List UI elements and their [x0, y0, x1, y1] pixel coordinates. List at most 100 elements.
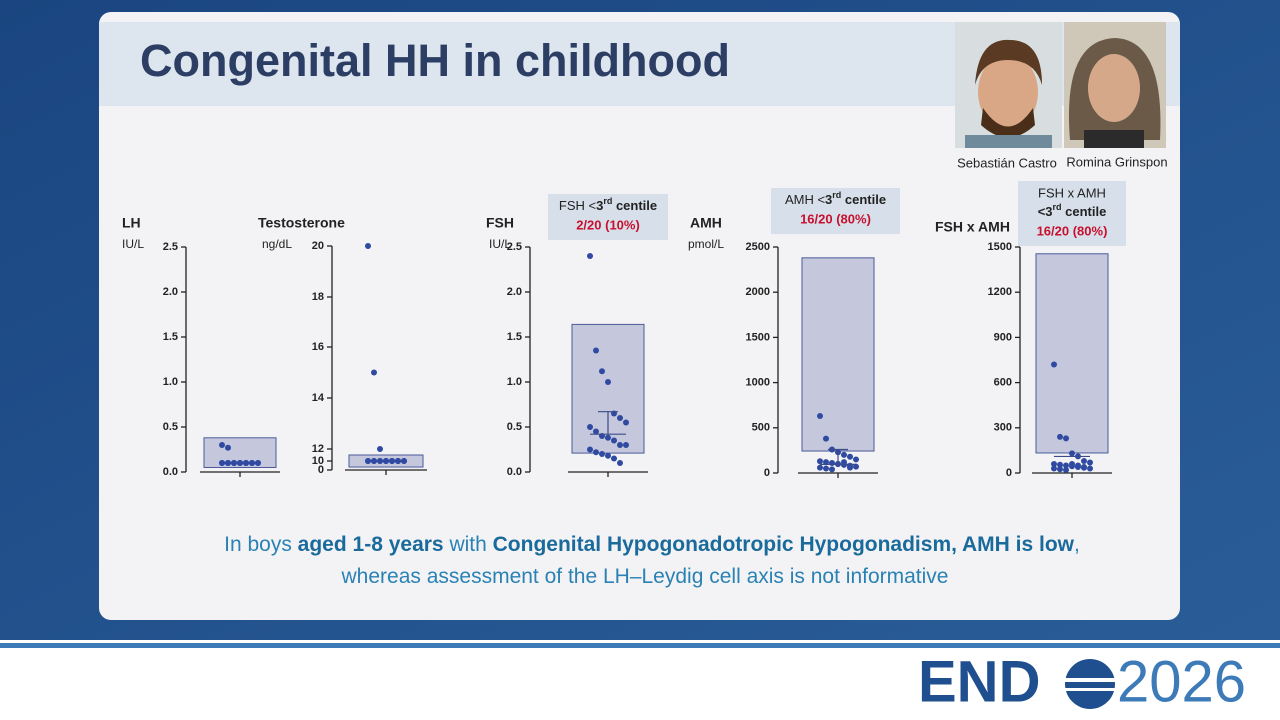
data-point: [225, 444, 231, 451]
note-box: [1018, 181, 1126, 246]
y-tick-label: 10: [312, 455, 324, 467]
data-point: [599, 368, 605, 375]
caption-segment: ,: [1074, 533, 1080, 556]
note-text: AMH <: [785, 192, 825, 207]
y-tick-label: 1500: [988, 241, 1012, 253]
note-text: centile: [1062, 204, 1107, 219]
y-tick-label: 1.5: [163, 331, 178, 343]
data-point: [225, 460, 231, 466]
y-tick-label: 2.5: [507, 241, 522, 253]
data-point: [829, 460, 835, 467]
y-tick-label: 0.0: [163, 466, 178, 478]
data-point: [1081, 457, 1087, 464]
person-name: Romina Grinspon: [1066, 154, 1167, 169]
y-tick-label: 2.0: [507, 286, 522, 298]
logo-year: 2026: [1117, 649, 1246, 714]
data-point: [1063, 466, 1069, 473]
data-point: [1063, 435, 1069, 442]
data-point: [401, 458, 407, 464]
data-point: [587, 253, 593, 259]
data-point: [841, 451, 847, 458]
data-point: [1051, 460, 1057, 467]
y-tick-label: 0.5: [163, 421, 178, 433]
data-point: [371, 458, 377, 464]
data-point: [365, 243, 371, 249]
note-head: FSH x AMH: [1038, 185, 1106, 200]
data-point: [237, 460, 243, 466]
note-box: [771, 188, 900, 234]
data-point: [1087, 459, 1093, 466]
data-point: [847, 453, 853, 460]
chart-title: LH: [122, 215, 141, 231]
chart-title: FSH x AMH: [935, 219, 1010, 235]
data-point: [593, 428, 599, 435]
note-sup: rd: [1053, 202, 1062, 212]
y-tick-label: 0: [318, 464, 324, 476]
logo-text: END: [918, 649, 1040, 714]
note-text: centile: [612, 198, 657, 213]
data-point: [817, 464, 823, 471]
data-point: [231, 460, 237, 466]
y-tick-label: 600: [994, 377, 1012, 389]
photo: [1064, 22, 1166, 148]
caption-segment: with: [444, 533, 493, 556]
data-point: [617, 415, 623, 421]
data-point: [853, 463, 859, 470]
y-tick-label: 1200: [988, 286, 1012, 298]
chart-title: FSH: [486, 215, 514, 231]
data-point: [823, 465, 829, 472]
axis-label: pmol/L: [688, 237, 724, 251]
note-text: FSH <: [559, 198, 596, 213]
note-text: centile: [841, 192, 886, 207]
caption-line: In boys aged 1-8 years with Congenital H…: [224, 533, 1080, 556]
caption-segment: aged 1-8 years: [298, 533, 444, 556]
data-point: [605, 452, 611, 459]
y-tick-label: 1000: [746, 377, 770, 389]
data-point: [371, 369, 377, 376]
y-tick-label: 1.0: [163, 376, 178, 388]
data-point: [1063, 462, 1069, 469]
data-point: [829, 466, 835, 473]
data-point: [593, 347, 599, 354]
photo: [955, 22, 1062, 148]
data-point: [249, 460, 255, 466]
logo: END 2026: [918, 649, 1246, 714]
axis-label: IU/L: [489, 237, 511, 251]
caption-line: whereas assessment of the LH–Leydig cell…: [341, 565, 949, 588]
y-tick-label: 0.0: [507, 466, 522, 478]
data-point: [593, 449, 599, 456]
y-tick-label: 18: [312, 291, 324, 303]
y-tick-label: 900: [994, 331, 1012, 343]
data-point: [377, 446, 383, 452]
data-point: [611, 455, 617, 462]
data-point: [1087, 465, 1093, 472]
y-tick-label: 1.5: [507, 331, 522, 343]
data-point: [605, 379, 611, 385]
data-point: [841, 459, 847, 466]
note-sup: rd: [832, 190, 841, 200]
note-box: [548, 194, 668, 240]
y-tick-label: 1.0: [507, 376, 522, 388]
data-point: [219, 460, 225, 466]
y-tick-label: 16: [312, 341, 324, 353]
data-point: [255, 460, 261, 466]
note-result: 16/20 (80%): [1037, 223, 1108, 238]
data-point: [219, 442, 225, 448]
person-name: Sebastián Castro: [957, 155, 1057, 170]
data-point: [1081, 463, 1087, 470]
y-tick-label: 1500: [746, 331, 770, 343]
footer-stripe: [0, 643, 1280, 648]
note-text: 3: [825, 192, 832, 207]
data-point: [817, 458, 823, 465]
data-point: [823, 459, 829, 466]
note-text: <: [1038, 204, 1046, 219]
note-text: 3: [596, 198, 603, 213]
data-point: [847, 464, 853, 471]
y-tick-label: 300: [994, 422, 1012, 434]
data-point: [617, 442, 623, 448]
data-point: [377, 458, 383, 464]
data-point: [817, 413, 823, 420]
